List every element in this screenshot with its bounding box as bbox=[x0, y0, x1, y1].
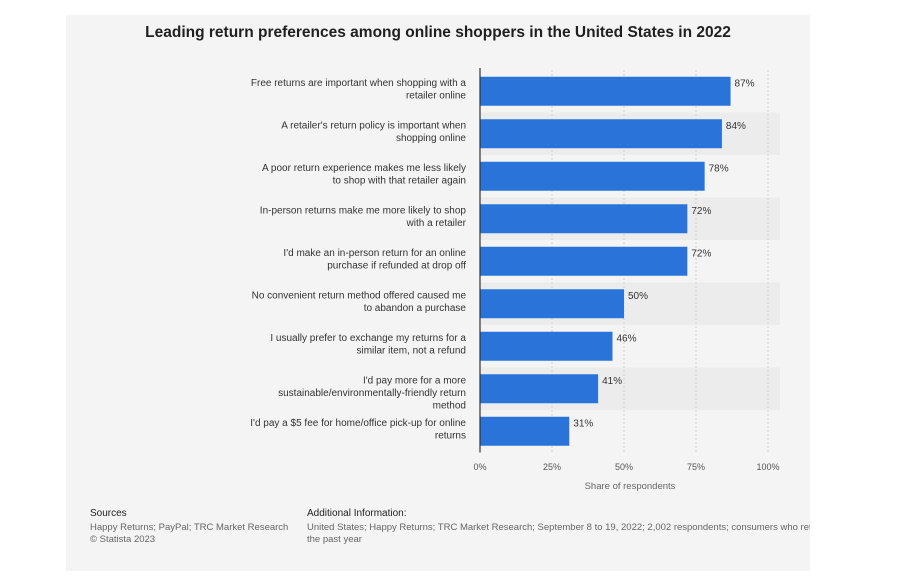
category-label: sustainable/environmentally-friendly ret… bbox=[278, 388, 466, 399]
copyright-text: © Statista 2023 bbox=[90, 534, 156, 545]
category-label: No convenient return method offered caus… bbox=[252, 290, 467, 301]
data-label: 31% bbox=[573, 418, 593, 429]
x-axis-label: Share of respondents bbox=[585, 481, 676, 492]
category-label: retailer online bbox=[406, 90, 466, 101]
category-label: method bbox=[433, 400, 466, 411]
additional-info-heading: Additional Information: bbox=[307, 508, 407, 519]
bar bbox=[480, 246, 688, 276]
category-label: I'd pay more for a more bbox=[363, 375, 467, 386]
category-label: similar item, not a refund bbox=[357, 345, 467, 356]
data-label: 84% bbox=[726, 121, 746, 132]
category-label: I'd make an in-person return for an onli… bbox=[283, 248, 466, 259]
bar bbox=[480, 289, 624, 319]
data-label: 72% bbox=[691, 248, 711, 259]
chart-title: Leading return preferences among online … bbox=[145, 24, 731, 41]
x-tick-label: 75% bbox=[687, 462, 705, 472]
bar bbox=[480, 119, 722, 149]
additional-info-text: United States; Happy Returns; TRC Market… bbox=[307, 522, 810, 545]
data-label: 46% bbox=[616, 333, 636, 344]
category-label: to abandon a purchase bbox=[364, 303, 467, 314]
x-tick-label: 0% bbox=[473, 462, 486, 472]
x-tick-label: 25% bbox=[543, 462, 561, 472]
category-label: to shop with that retailer again bbox=[333, 175, 466, 186]
data-label: 87% bbox=[735, 78, 755, 89]
bar bbox=[480, 374, 599, 404]
sources-block: Sources Happy Returns; PayPal; TRC Marke… bbox=[90, 508, 300, 546]
category-label: Free returns are important when shopping… bbox=[251, 78, 467, 89]
category-label: shopping online bbox=[396, 133, 466, 144]
data-label: 50% bbox=[628, 291, 648, 302]
category-label: In-person returns make me more likely to… bbox=[260, 205, 467, 216]
data-label: 41% bbox=[602, 376, 622, 387]
bar bbox=[480, 331, 613, 361]
additional-info-block: Additional Information: United States; H… bbox=[307, 508, 810, 546]
category-label: A poor return experience makes me less l… bbox=[262, 163, 466, 174]
sources-text: Happy Returns; PayPal; TRC Market Resear… bbox=[90, 522, 289, 533]
category-label: with a retailer bbox=[406, 218, 467, 229]
bar bbox=[480, 76, 731, 106]
category-label: A retailer's return policy is important … bbox=[281, 120, 466, 131]
category-label: I'd pay a $5 fee for home/office pick-up… bbox=[250, 418, 466, 429]
bar bbox=[480, 416, 570, 446]
data-label: 78% bbox=[709, 163, 729, 174]
category-label: I usually prefer to exchange my returns … bbox=[270, 333, 466, 344]
sources-heading: Sources bbox=[90, 508, 127, 519]
x-tick-label: 50% bbox=[615, 462, 633, 472]
x-tick-label: 100% bbox=[756, 462, 779, 472]
category-label: purchase if refunded at drop off bbox=[327, 260, 466, 271]
data-label: 72% bbox=[691, 206, 711, 217]
category-label: returns bbox=[435, 430, 466, 441]
bar bbox=[480, 161, 705, 191]
bar bbox=[480, 204, 688, 234]
